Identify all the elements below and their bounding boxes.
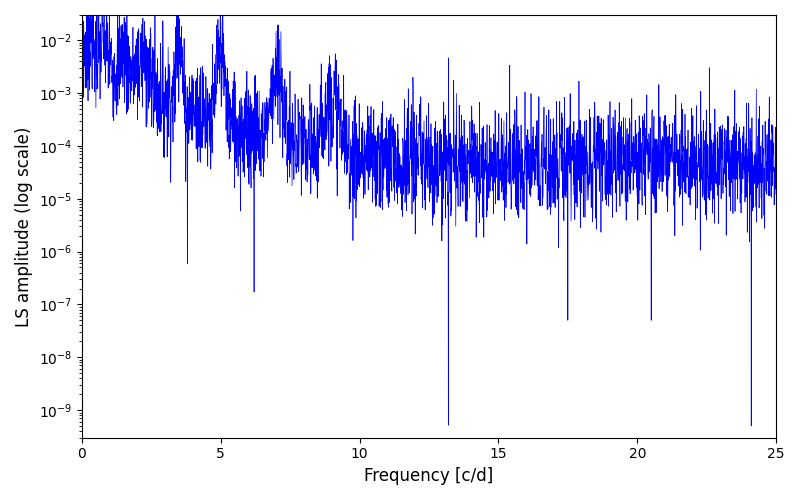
X-axis label: Frequency [c/d]: Frequency [c/d] [364,467,494,485]
Y-axis label: LS amplitude (log scale): LS amplitude (log scale) [15,126,33,326]
